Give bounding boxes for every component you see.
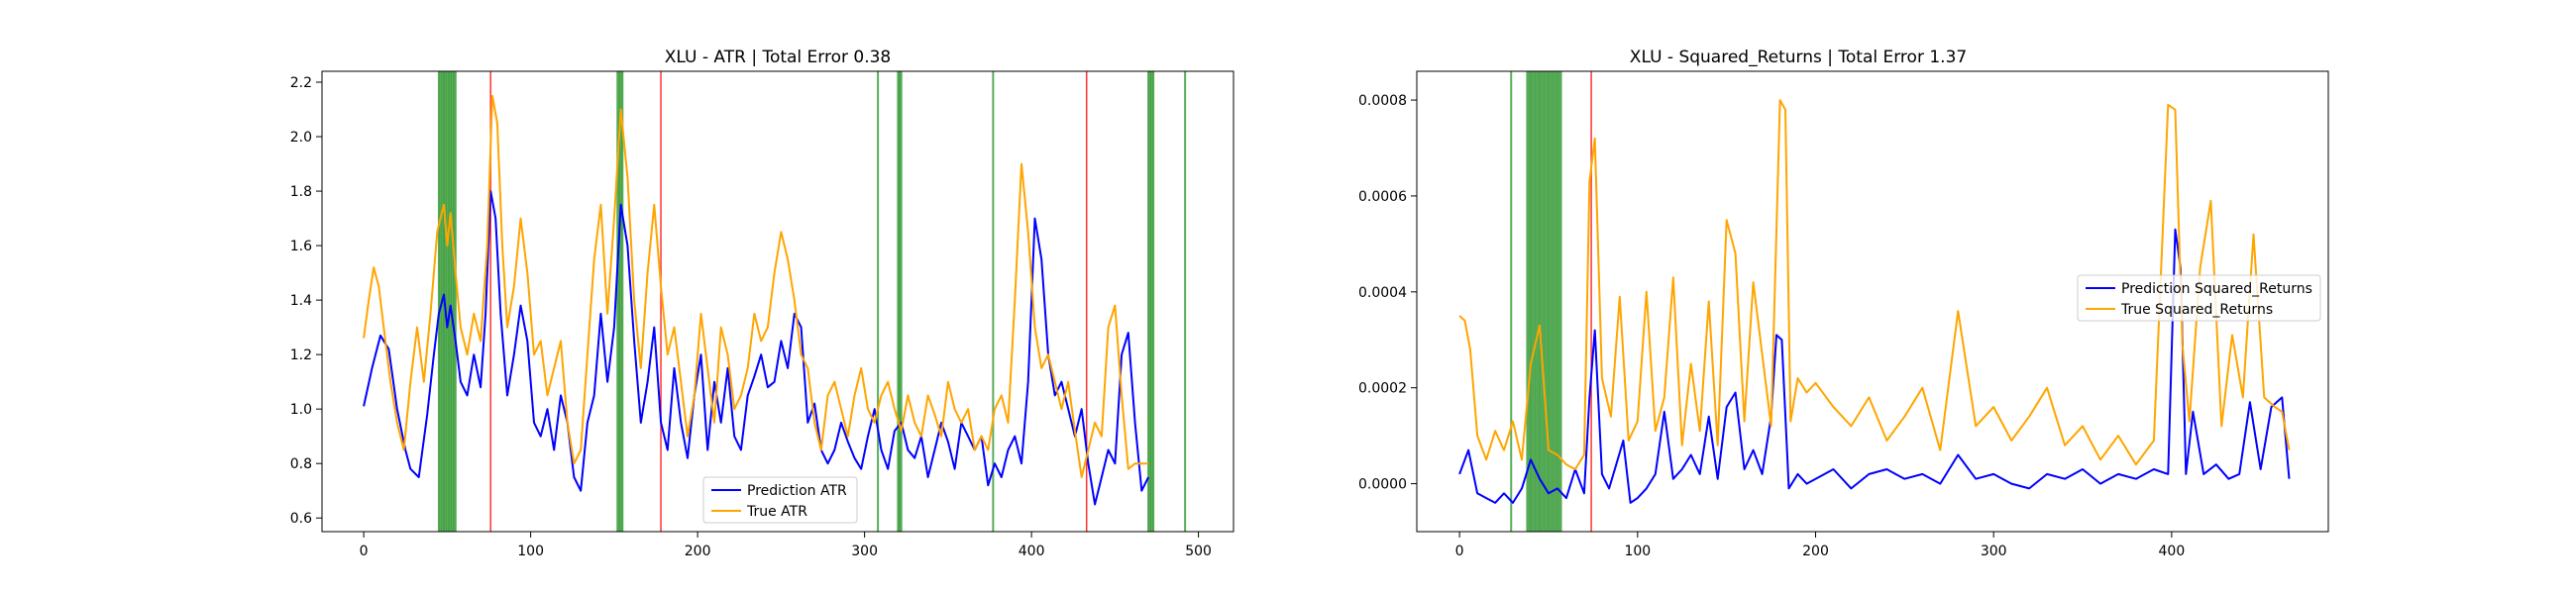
atr-xtick-label-2: 200 (685, 544, 711, 559)
squared-returns-chart-title: XLU - Squared_Returns | Total Error 1.37 (1630, 48, 1967, 67)
atr-chart-title: XLU - ATR | Total Error 0.38 (665, 48, 892, 67)
squared-returns-ytick-label-2: 0.0004 (1358, 285, 1407, 301)
atr-legend-label-prediction: Prediction ATR (747, 483, 847, 499)
atr-ytick-label-3: 1.2 (290, 347, 312, 363)
squared-returns-xtick-label-4: 400 (2159, 544, 2186, 559)
squared-returns-legend-label-true: True Squared_Returns (2120, 302, 2273, 318)
squared-returns-chart: XLU - Squared_Returns | Total Error 1.37… (1358, 48, 2329, 559)
squared-returns-ytick-label-0: 0.0000 (1358, 477, 1407, 493)
squared-returns-xtick-label-3: 300 (1981, 544, 2007, 559)
squared-returns-series (1458, 99, 2291, 504)
squared-returns-ytick-label-1: 0.0002 (1358, 381, 1407, 397)
atr-ytick-label-5: 1.6 (290, 239, 312, 254)
atr-xtick-label-0: 0 (360, 544, 369, 559)
atr-ytick-label-0: 0.6 (290, 511, 312, 527)
atr-ytick-label-8: 2.2 (290, 75, 312, 91)
squared-returns-xtick-label-1: 100 (1624, 544, 1651, 559)
atr-series-prediction (363, 190, 1149, 506)
atr-legend-box (702, 476, 858, 524)
squared-returns-legend-box (2077, 274, 2321, 322)
atr-legend: Prediction ATR True ATR (702, 476, 858, 524)
atr-plot-frame (321, 70, 1234, 533)
atr-ytick-label-6: 1.8 (290, 184, 312, 200)
atr-xtick-label-4: 400 (1019, 544, 1045, 559)
squared-returns-series-prediction (1458, 228, 2291, 504)
squared-returns-xtick-label-2: 200 (1802, 544, 1829, 559)
atr-series (363, 94, 1149, 506)
squared-returns-legend-label-prediction: Prediction Squared_Returns (2121, 281, 2312, 297)
atr-chart: XLU - ATR | Total Error 0.38 0 100 200 300 4… (290, 48, 1234, 559)
atr-xtick-label-5: 500 (1185, 544, 1212, 559)
atr-ytick-label-1: 0.8 (290, 456, 312, 472)
atr-signal-lines (437, 71, 1187, 532)
atr-xtick-label-1: 100 (517, 544, 544, 559)
atr-ytick-label-4: 1.4 (290, 293, 312, 309)
atr-xtick-label-3: 300 (851, 544, 878, 559)
squared-returns-x-axis: 0 100 200 300 400 (1455, 532, 2186, 559)
squared-returns-ytick-label-3: 0.0006 (1358, 189, 1407, 205)
squared-returns-series-true (1458, 99, 2291, 470)
squared-returns-plot-frame (1416, 70, 2329, 533)
atr-legend-label-true: True ATR (746, 504, 807, 520)
atr-y-axis: 0.6 0.8 1.0 1.2 1.4 1.6 1.8 2.0 2.2 (290, 75, 322, 527)
squared-returns-ytick-label-4: 0.0008 (1358, 93, 1407, 109)
squared-returns-legend: Prediction Squared_Returns True Squared_… (2077, 274, 2321, 322)
squared-returns-xtick-label-0: 0 (1455, 544, 1464, 559)
atr-series-true (363, 94, 1149, 478)
atr-ytick-label-7: 2.0 (290, 130, 312, 146)
squared-returns-y-axis: 0.0000 0.0002 0.0004 0.0006 0.0008 (1358, 93, 1417, 493)
atr-x-axis: 0 100 200 300 400 500 (360, 532, 1212, 559)
atr-ytick-label-2: 1.0 (290, 402, 312, 418)
